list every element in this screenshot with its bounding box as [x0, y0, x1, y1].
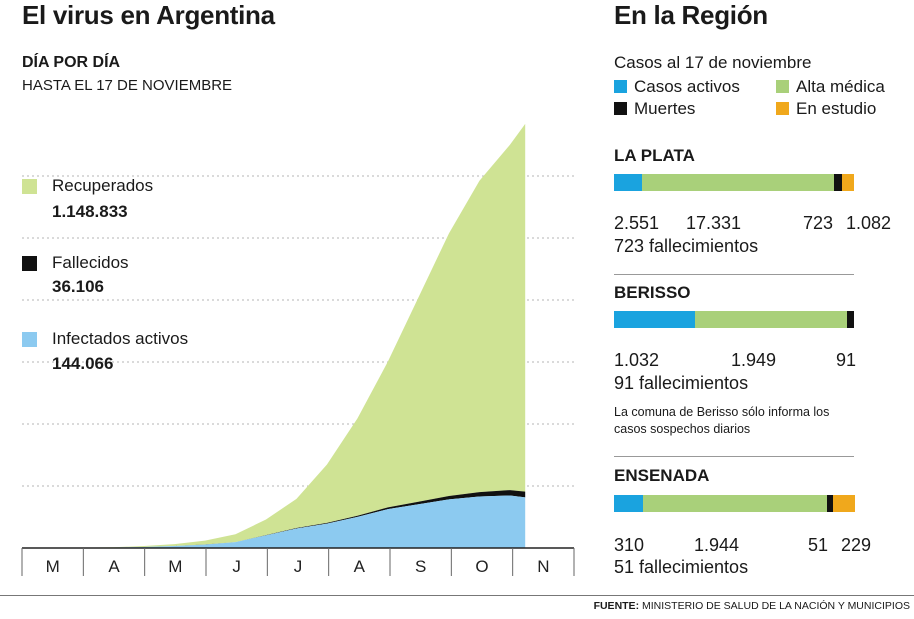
bar-segment-muertes	[846, 311, 854, 328]
city-value-muertes: 91	[836, 350, 857, 370]
x-tick-label: M	[168, 557, 182, 576]
legend-value: 36.106	[52, 277, 104, 296]
x-tick-label: S	[415, 557, 426, 576]
legend-swatch-activos	[22, 332, 37, 347]
x-tick-label: A	[354, 557, 366, 576]
bar-segment-alta	[643, 495, 828, 512]
legend-value: 144.066	[52, 354, 114, 373]
region-swatch-muertes	[614, 102, 627, 115]
city-bar-berisso	[614, 311, 854, 328]
legend-label: Fallecidos	[52, 253, 129, 272]
region-legend-label: Alta médica	[796, 77, 885, 96]
region-swatch-estudio	[776, 102, 789, 115]
city-name-ensenada: ENSENADA	[614, 466, 710, 485]
chart-subtext: HASTA EL 17 DE NOVIEMBRE	[22, 77, 233, 94]
city-name-la-plata: LA PLATA	[614, 146, 695, 165]
x-tick-label: J	[232, 557, 241, 576]
legend-swatch-fallecidos	[22, 256, 37, 271]
area-series-recuperados	[22, 123, 526, 549]
city-fallecimientos: 723 fallecimientos	[614, 236, 759, 256]
x-tick-label: A	[108, 557, 120, 576]
bar-segment-alta	[694, 311, 847, 328]
source-prefix: FUENTE:	[593, 600, 640, 612]
source-line: FUENTE: MINISTERIO DE SALUD DE LA NACIÓN…	[594, 600, 910, 612]
x-tick-label: J	[294, 557, 303, 576]
legend-swatch-recuperados	[22, 179, 37, 194]
bar-segment-activos	[614, 174, 643, 191]
region-swatch-activos	[614, 80, 627, 93]
region-title: En la Región	[614, 0, 768, 30]
legend-label: Infectados activos	[52, 329, 189, 348]
legend-label: Recuperados	[52, 176, 154, 195]
city-bar-la-plata	[614, 174, 854, 191]
bar-segment-activos	[614, 311, 695, 328]
city-name-berisso: BERISSO	[614, 283, 691, 302]
x-tick-label: O	[475, 557, 488, 576]
city-value-alta: 17.331	[686, 213, 742, 233]
region-caption: Casos al 17 de noviembre	[614, 53, 812, 72]
city-value-activos: 310	[614, 535, 645, 555]
bar-segment-estudio	[833, 495, 856, 512]
region-legend-label: Casos activos	[634, 77, 740, 96]
region-legend-label: En estudio	[796, 99, 877, 118]
city-bar-ensenada	[614, 495, 856, 512]
bar-segment-estudio	[841, 174, 854, 191]
legend-value: 1.148.833	[52, 202, 128, 221]
area-series-fallecidos	[22, 490, 526, 548]
source-text: MINISTERIO DE SALUD DE LA NACIÓN Y MUNIC…	[641, 600, 910, 612]
region-swatch-alta	[776, 80, 789, 93]
x-tick-label: N	[537, 557, 549, 576]
city-value-muertes: 51	[808, 535, 829, 555]
region-legend-label: Muertes	[634, 99, 696, 118]
city-value-muertes: 723	[803, 213, 834, 233]
divider	[614, 456, 854, 457]
city-value-activos: 1.032	[614, 350, 660, 370]
source-divider	[0, 595, 914, 596]
city-value-alta: 1.944	[694, 535, 740, 555]
bar-segment-activos	[614, 495, 644, 512]
chart-subtitle: DÍA POR DÍA	[22, 54, 121, 71]
city-value-estudio: 1.082	[846, 213, 892, 233]
area-series-infectados-activos	[22, 495, 526, 548]
divider	[614, 274, 854, 275]
bar-segment-muertes	[833, 174, 842, 191]
bar-segment-alta	[642, 174, 834, 191]
city-value-alta: 1.949	[731, 350, 777, 370]
city-value-activos: 2.551	[614, 213, 660, 233]
bar-segment-muertes	[827, 495, 834, 512]
main-title: El virus en Argentina	[22, 0, 275, 30]
city-fallecimientos: 51 fallecimientos	[614, 557, 749, 577]
city-fallecimientos: 91 fallecimientos	[614, 373, 749, 393]
city-value-estudio: 229	[841, 535, 872, 555]
x-tick-label: M	[46, 557, 60, 576]
berisso-note: La comuna de Berisso sólo informa los ca…	[614, 405, 830, 436]
